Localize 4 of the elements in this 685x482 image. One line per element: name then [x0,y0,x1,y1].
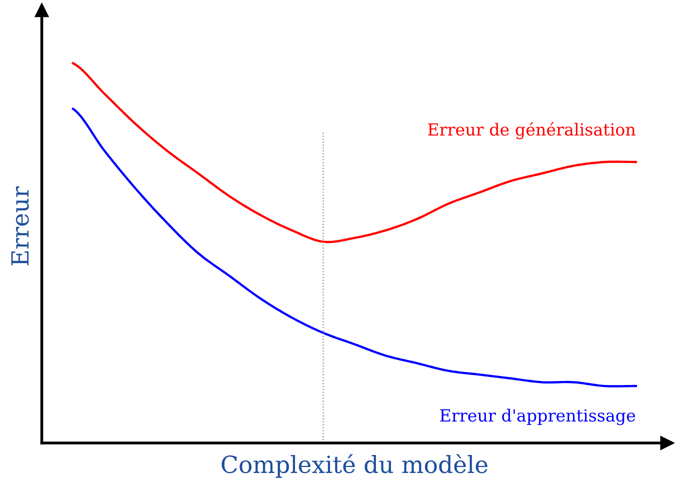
series-label: Erreur d'apprentissage [440,408,636,426]
x-axis-title: Complexité du modèle [222,454,488,478]
y-axis-title: Erreur [11,186,29,266]
series-label: Erreur de généralisation [428,122,636,140]
